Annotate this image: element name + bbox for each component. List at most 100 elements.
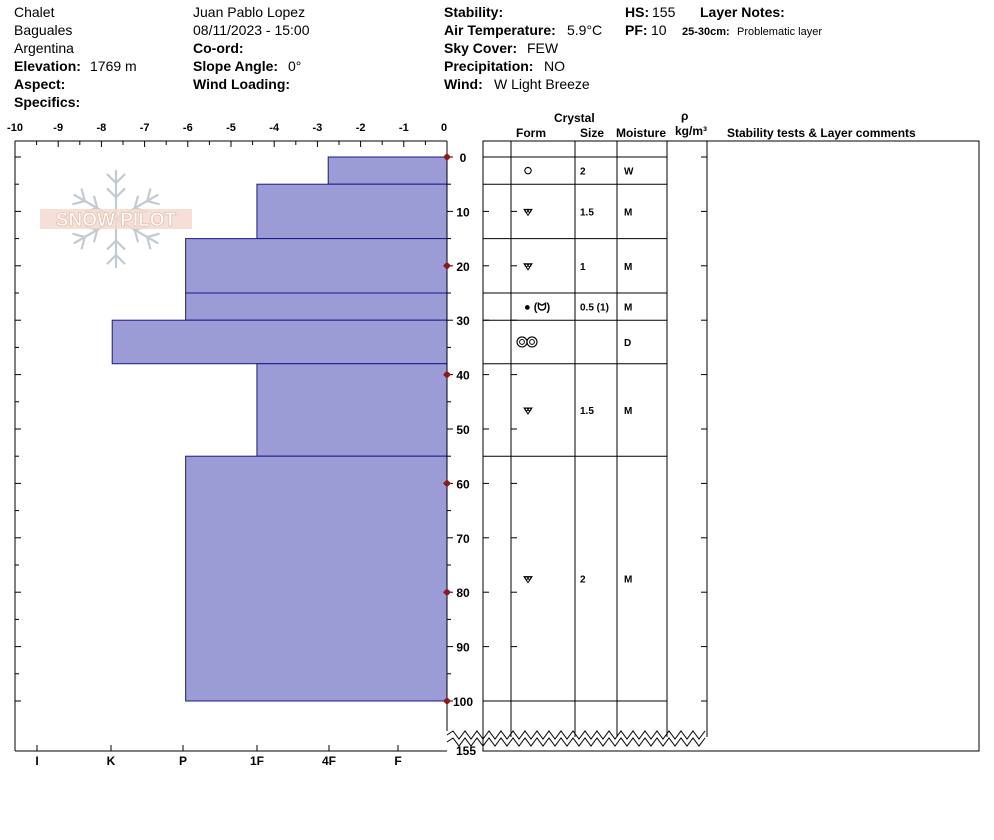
snowflake-branch	[146, 199, 160, 206]
moisture-label: W	[624, 167, 634, 178]
snowflake-branch	[106, 187, 118, 199]
moisture-label: D	[624, 338, 631, 349]
wind-label: Wind:	[444, 76, 483, 92]
pf-label: PF:	[625, 22, 648, 38]
crystal-header: Crystal	[554, 111, 595, 125]
depth-hoar-icon	[527, 407, 532, 412]
depth-tick-label: 30	[456, 314, 470, 328]
snowflake-branch	[72, 199, 86, 206]
depth-marker	[443, 153, 451, 161]
hardness-tick-label: P	[179, 754, 187, 768]
snowflake-branch	[106, 173, 118, 185]
specifics-label: Specifics:	[14, 94, 81, 110]
wind-value: W Light Breeze	[494, 76, 590, 92]
snowflake-branch	[133, 228, 139, 243]
round-grain-icon	[524, 166, 532, 175]
precipitation-label: Precipitation:	[444, 58, 534, 74]
snowflake-branch	[106, 253, 118, 265]
melt-cluster-icon	[526, 336, 538, 348]
temp-tick-label: -7	[140, 122, 150, 134]
pf-value: 10	[651, 22, 667, 38]
snowflake-branch	[133, 195, 139, 210]
precipitation-value: NO	[544, 58, 565, 74]
snowflake-branch	[106, 239, 118, 251]
size-header: Size	[580, 126, 605, 140]
elevation-label: Elevation:	[14, 58, 81, 74]
depth-hoar-icon	[524, 407, 529, 412]
snowflake-branch	[80, 235, 86, 250]
hardness-tick-label: 4F	[322, 754, 336, 768]
moisture-label: M	[624, 303, 632, 314]
logo-text: SNOW PILOT	[56, 210, 177, 231]
temp-tick-label: -2	[356, 122, 366, 134]
air-temp-label: Air Temperature:	[444, 22, 556, 38]
grain-size-label: 1	[580, 262, 586, 273]
temp-tick-label: -1	[399, 122, 409, 134]
hs-label: HS:	[625, 4, 650, 20]
slope-angle-label: Slope Angle:	[193, 58, 279, 74]
layer-notes-label: Layer Notes:	[700, 4, 785, 20]
sky-cover-label: Sky Cover:	[444, 40, 518, 56]
snowflake-branch	[114, 173, 126, 185]
depth-hoar-icon	[524, 263, 529, 268]
observation-datetime: 08/11/2023 - 15:00	[193, 22, 310, 38]
layer-note-depth: 25-30cm:	[682, 26, 730, 38]
temp-tick-label: -6	[183, 122, 193, 134]
snowflake-branch	[114, 187, 126, 199]
region-name: Baguales	[14, 22, 73, 38]
temp-tick-label: -9	[53, 122, 63, 134]
country-name: Argentina	[14, 40, 74, 56]
depth-break-zigzag	[446, 737, 706, 747]
density-unit-header: kg/m³	[675, 124, 708, 138]
depth-marker	[443, 370, 451, 379]
observer-name: Juan Pablo Lopez	[193, 4, 306, 20]
temp-tick-label: -8	[97, 122, 107, 134]
depth-tick-label: 0	[460, 151, 467, 165]
coord-label: Co-ord:	[193, 40, 244, 56]
temp-tick-label: -5	[226, 122, 236, 134]
melt-cluster-icon	[516, 336, 528, 348]
snowflake-branch	[114, 239, 126, 251]
hs-value: 155	[652, 4, 676, 20]
grain-size-label: 2	[580, 575, 586, 586]
temp-tick-label: -4	[269, 122, 280, 134]
moisture-label: M	[624, 406, 632, 417]
depth-tick-label: 40	[456, 369, 470, 383]
hardness-bar	[111, 319, 448, 365]
depth-marker	[443, 479, 451, 488]
temp-tick-label: -3	[313, 122, 323, 134]
location-name: Chalet	[14, 4, 55, 20]
depth-break-zigzag	[446, 730, 706, 740]
melt-cluster-icon	[519, 339, 525, 345]
elevation-value: 1769 m	[90, 58, 137, 74]
hardness-bar	[185, 292, 448, 321]
depth-hoar-icon	[527, 576, 532, 580]
temp-tick-label: -10	[7, 122, 23, 134]
hardness-bar	[185, 238, 448, 294]
depth-hoar-icon	[527, 209, 532, 213]
moisture-label: M	[624, 207, 632, 218]
snowflake-branch	[72, 232, 86, 239]
snowflake-branch	[146, 235, 152, 250]
melt-cluster-icon	[529, 339, 535, 345]
wind-loading-label: Wind Loading:	[193, 76, 291, 92]
grain-form-label: ● (ᗢ)	[524, 302, 550, 314]
depth-tick-label: 10	[456, 205, 470, 219]
hardness-bar	[185, 455, 448, 702]
depth-tick-label: 80	[456, 586, 470, 600]
table-frame	[482, 140, 980, 752]
depth-tick-label: 70	[456, 532, 470, 546]
depth-tick-label: 60	[456, 477, 470, 491]
depth-tick-label: 90	[456, 641, 470, 655]
temp-tick-label: 0	[441, 122, 447, 134]
snowflake-branch	[114, 253, 126, 265]
grain-size-label: 1.5	[580, 207, 594, 218]
moisture-label: M	[624, 262, 632, 273]
moisture-header: Moisture	[616, 126, 667, 140]
snowflake-branch	[80, 188, 86, 203]
snowpilot-logo: SNOW PILOT	[40, 169, 192, 269]
stability-label: Stability:	[444, 4, 504, 20]
depth-tick-label: 20	[456, 260, 470, 274]
snowflake-branch	[146, 232, 160, 239]
